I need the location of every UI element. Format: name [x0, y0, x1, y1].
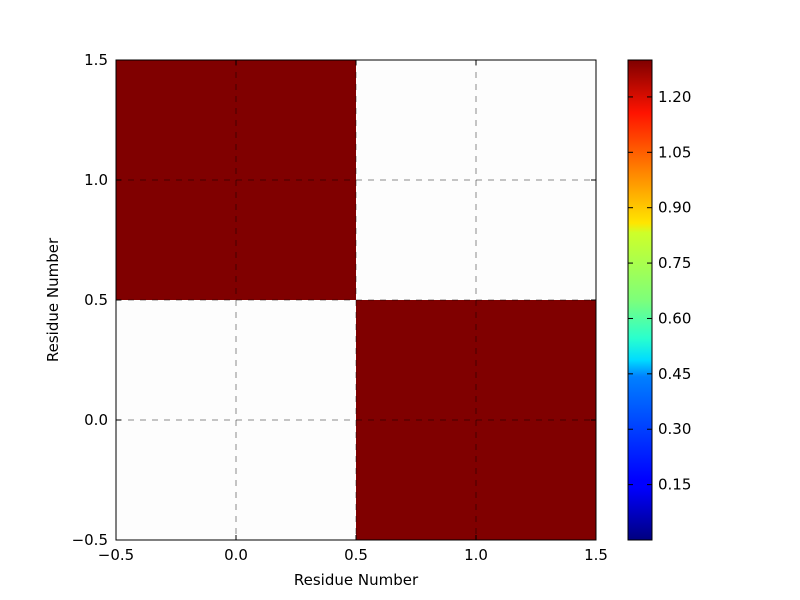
y-axis: −0.5 0.0 0.5 1.0 1.5 — [72, 51, 596, 549]
colorbar-tick-label: 0.30 — [658, 420, 691, 438]
colorbar: 0.15 0.30 0.45 0.60 0.75 0.90 1.05 1.20 — [627, 59, 691, 541]
y-tick-label: 0.0 — [84, 411, 108, 429]
heatmap-cell — [116, 300, 356, 540]
colorbar-tick-label: 0.75 — [658, 254, 691, 272]
x-tick-label: −0.5 — [98, 546, 134, 564]
y-tick-label: 1.5 — [84, 51, 108, 69]
x-tick-label: 1.5 — [584, 546, 608, 564]
x-axis: −0.5 0.0 0.5 1.0 1.5 — [98, 60, 608, 564]
plot-area — [116, 60, 596, 540]
colorbar-tick-label: 1.20 — [658, 88, 691, 106]
colorbar-frame — [627, 59, 653, 541]
x-axis-label: Residue Number — [294, 571, 419, 589]
heatmap-cell — [356, 300, 596, 540]
y-tick-label: 0.5 — [84, 291, 108, 309]
colorbar-tick-label: 0.45 — [658, 365, 691, 383]
colorbar-ticks: 0.15 0.30 0.45 0.60 0.75 0.90 1.05 1.20 — [628, 88, 691, 494]
colorbar-gradient — [628, 60, 652, 540]
heatmap-cell — [356, 60, 596, 300]
x-tick-label: 0.0 — [224, 546, 248, 564]
y-axis-label: Residue Number — [44, 237, 62, 362]
x-tick-label: 0.5 — [344, 546, 368, 564]
heatmap-cell — [116, 60, 356, 300]
colorbar-tick-label: 0.90 — [658, 199, 691, 217]
y-tick-label: −0.5 — [72, 531, 108, 549]
x-tick-label: 1.0 — [464, 546, 488, 564]
colorbar-tick-label: 1.05 — [658, 143, 691, 161]
y-tick-label: 1.0 — [84, 171, 108, 189]
colorbar-tick-label: 0.60 — [658, 309, 691, 327]
colorbar-tick-label: 0.15 — [658, 476, 691, 494]
